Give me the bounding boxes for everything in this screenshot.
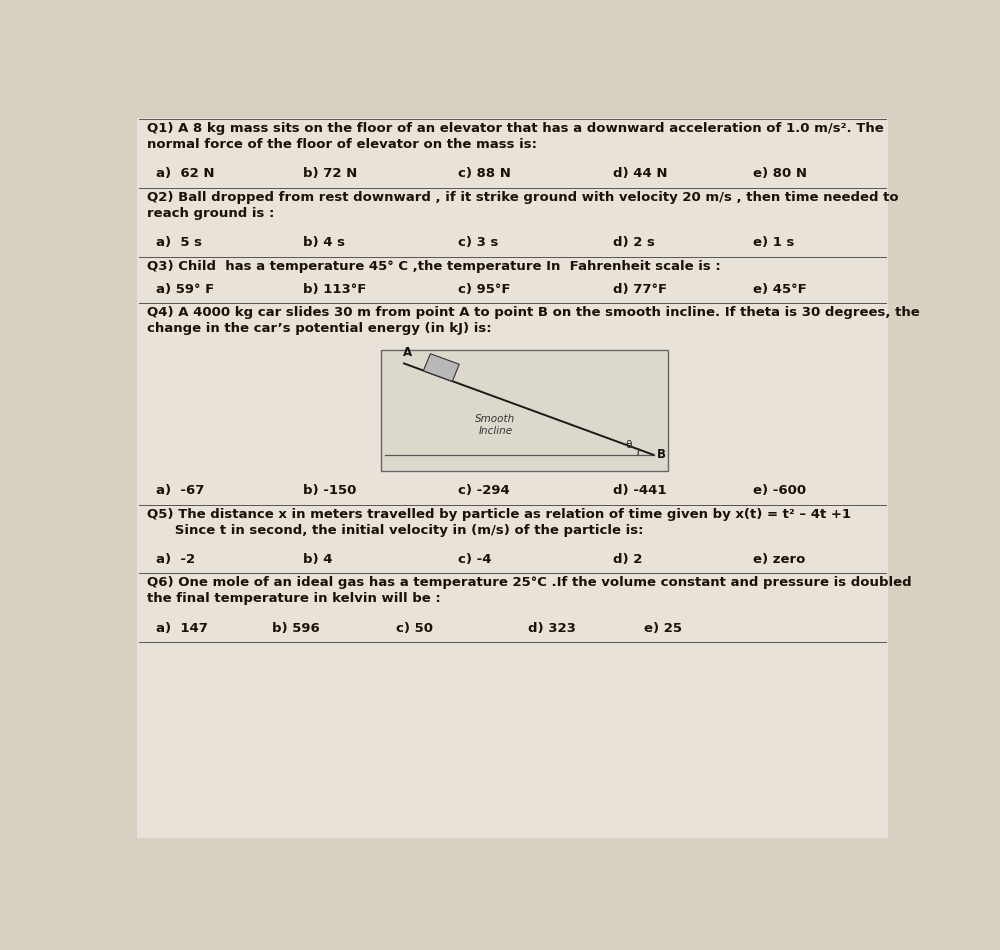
- Text: e) 1 s: e) 1 s: [753, 237, 794, 249]
- Text: a)  -2: a) -2: [156, 553, 195, 566]
- Polygon shape: [423, 353, 459, 381]
- Text: e) zero: e) zero: [753, 553, 805, 566]
- Text: e) 45°F: e) 45°F: [753, 283, 806, 296]
- Text: a)  147: a) 147: [156, 621, 208, 635]
- Text: d) -441: d) -441: [613, 484, 667, 497]
- Text: d) 2 s: d) 2 s: [613, 237, 655, 249]
- Text: θ: θ: [626, 441, 632, 450]
- Text: a)  -67: a) -67: [156, 484, 204, 497]
- Text: c) 88 N: c) 88 N: [458, 167, 511, 180]
- Bar: [381, 351, 668, 471]
- Text: A: A: [402, 346, 412, 359]
- Text: c) 50: c) 50: [396, 621, 433, 635]
- Text: Q2) Ball dropped from rest downward , if it strike ground with velocity 20 m/s ,: Q2) Ball dropped from rest downward , if…: [147, 191, 898, 219]
- Text: c) 95°F: c) 95°F: [458, 283, 511, 296]
- Text: d) 323: d) 323: [528, 621, 576, 635]
- Text: c) -294: c) -294: [458, 484, 510, 497]
- Text: Q5) The distance x in meters travelled by particle as relation of time given by : Q5) The distance x in meters travelled b…: [147, 507, 851, 537]
- Text: B: B: [657, 448, 666, 462]
- Text: Q4) A 4000 kg car slides 30 m from point A to point B on the smooth incline. If : Q4) A 4000 kg car slides 30 m from point…: [147, 307, 919, 335]
- Text: b) 72 N: b) 72 N: [303, 167, 358, 180]
- Text: b) 113°F: b) 113°F: [303, 283, 367, 296]
- Text: b) 4: b) 4: [303, 553, 333, 566]
- Text: d) 2: d) 2: [613, 553, 643, 566]
- Text: Q1) A 8 kg mass sits on the floor of an elevator that has a downward acceleratio: Q1) A 8 kg mass sits on the floor of an …: [147, 122, 883, 151]
- Text: a)  5 s: a) 5 s: [156, 237, 202, 249]
- Text: e) -600: e) -600: [753, 484, 806, 497]
- Text: c) 3 s: c) 3 s: [458, 237, 499, 249]
- Text: Q6) One mole of an ideal gas has a temperature 25°C .If the volume constant and : Q6) One mole of an ideal gas has a tempe…: [147, 577, 911, 605]
- Text: e) 80 N: e) 80 N: [753, 167, 807, 180]
- Text: a)  62 N: a) 62 N: [156, 167, 214, 180]
- Text: Smooth
Incline: Smooth Incline: [475, 414, 516, 436]
- Text: a) 59° F: a) 59° F: [156, 283, 214, 296]
- Text: e) 25: e) 25: [644, 621, 682, 635]
- Text: d) 44 N: d) 44 N: [613, 167, 668, 180]
- Text: b) -150: b) -150: [303, 484, 357, 497]
- Text: c) -4: c) -4: [458, 553, 492, 566]
- Text: b) 596: b) 596: [272, 621, 320, 635]
- Text: d) 77°F: d) 77°F: [613, 283, 667, 296]
- Text: b) 4 s: b) 4 s: [303, 237, 345, 249]
- Text: Q3) Child  has a temperature 45° C ,the temperature In  Fahrenheit scale is :: Q3) Child has a temperature 45° C ,the t…: [147, 259, 720, 273]
